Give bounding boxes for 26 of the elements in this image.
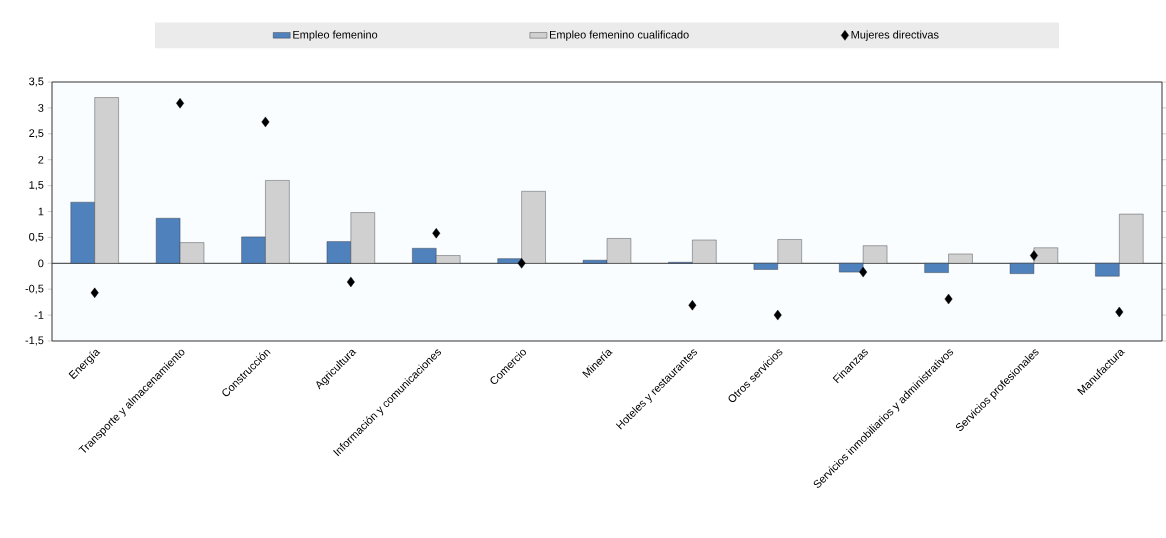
point bbox=[944, 293, 953, 305]
y-tick-label: 0 bbox=[38, 259, 44, 268]
point bbox=[346, 276, 355, 288]
y-tick-label: -0,5 bbox=[25, 284, 44, 294]
y-tick-label: 3,5 bbox=[29, 77, 44, 87]
y-tick-label: -1 bbox=[34, 311, 44, 319]
point bbox=[261, 116, 270, 128]
y-tick-label: 1,5 bbox=[29, 181, 44, 191]
legend-label: Empleo femenino bbox=[293, 30, 378, 41]
point bbox=[1115, 306, 1124, 318]
point bbox=[432, 228, 441, 239]
y-tick-label: 3 bbox=[38, 104, 44, 112]
y-tick-label: -1,5 bbox=[25, 336, 44, 346]
point bbox=[688, 300, 697, 311]
y-tick-label: 2 bbox=[38, 155, 44, 164]
y-tick-label: 2,5 bbox=[29, 129, 44, 139]
point bbox=[176, 98, 185, 109]
point bbox=[90, 287, 99, 299]
legend-label: Mujeres directivas bbox=[851, 30, 939, 41]
legend-label: Empleo femenino cualificado bbox=[549, 30, 689, 41]
y-tick-label: 1 bbox=[38, 207, 44, 216]
point bbox=[859, 266, 868, 278]
point bbox=[773, 309, 782, 321]
point bbox=[517, 258, 526, 269]
y-tick-label: 0,5 bbox=[29, 232, 44, 242]
point bbox=[1029, 250, 1038, 261]
